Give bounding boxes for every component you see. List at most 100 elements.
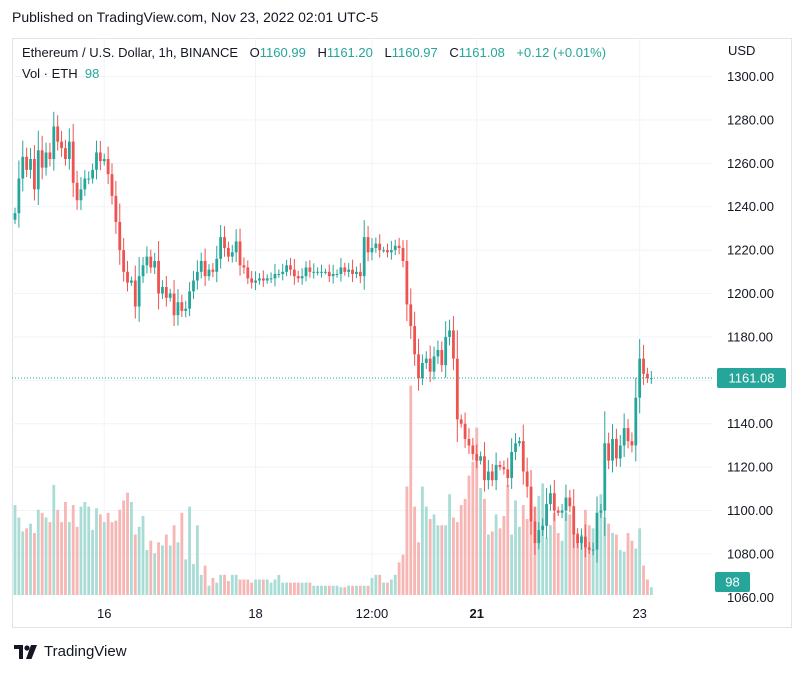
volume-bar <box>599 494 603 595</box>
volume-bar <box>347 585 351 595</box>
volume-bar <box>502 515 506 595</box>
published-caption: Published on TradingView.com, Nov 23, 20… <box>12 9 379 25</box>
candle <box>510 451 514 478</box>
candle <box>227 247 230 257</box>
volume-bar <box>126 492 129 595</box>
candle <box>587 547 591 550</box>
volume-bar <box>646 579 649 595</box>
volume-bar <box>102 522 106 595</box>
candle <box>79 189 83 201</box>
volume-bar <box>576 533 579 595</box>
volume-bar <box>320 585 323 595</box>
price-tick-label: 1100.00 <box>727 503 773 518</box>
volume-bar <box>490 531 494 595</box>
candle <box>304 267 308 277</box>
volume-bar <box>506 484 510 595</box>
candle <box>91 169 94 179</box>
volume-bar <box>277 574 281 595</box>
volume-bar <box>292 582 296 595</box>
candle <box>502 467 506 470</box>
candle <box>269 278 273 280</box>
price-chart[interactable]: 1300.00 1280.00 1260.00 1240.00 1220.00 1200.… <box>12 38 792 628</box>
volume-bar <box>572 533 576 595</box>
volume-bar <box>29 523 32 595</box>
volume-bar <box>370 577 374 595</box>
volume-bar <box>452 517 455 595</box>
high-value: 1161.20 <box>326 45 373 60</box>
volume-bar <box>234 574 238 595</box>
candle <box>238 241 242 266</box>
candle <box>483 456 486 481</box>
candle <box>649 378 653 380</box>
volume-legend: Vol · ETH 98 <box>22 66 99 81</box>
candle <box>60 141 63 149</box>
volume-bar <box>149 540 153 595</box>
candle <box>48 152 52 159</box>
candle <box>490 471 494 481</box>
candle <box>320 271 323 273</box>
candle <box>537 530 541 544</box>
volume-bar <box>591 528 595 595</box>
volume-bar <box>459 505 463 595</box>
candle <box>25 156 29 170</box>
candle <box>21 156 25 179</box>
volume-bar <box>258 579 261 595</box>
last-value-markers: 1161.08 98 <box>12 367 786 592</box>
candle <box>552 493 556 511</box>
volume-bar <box>75 526 79 595</box>
candle <box>265 278 269 281</box>
volume-bar <box>401 554 405 595</box>
volume-bar <box>642 565 645 595</box>
candle <box>33 158 36 190</box>
candle <box>312 271 316 273</box>
candle <box>195 271 199 281</box>
candle <box>564 497 568 511</box>
volume-bar <box>21 531 25 595</box>
volume-bar <box>339 587 343 595</box>
candle <box>75 182 79 201</box>
candle <box>583 536 587 548</box>
volume-bar <box>622 551 626 595</box>
volume-bar <box>549 525 552 595</box>
candle <box>339 267 343 274</box>
volume-bar <box>137 526 141 595</box>
volume-bar <box>145 550 149 595</box>
candle <box>126 271 129 283</box>
candle <box>300 276 304 279</box>
volume-bar <box>36 509 40 595</box>
volume-bar <box>486 534 490 595</box>
volume-bar <box>393 574 397 595</box>
candle <box>351 269 354 274</box>
tradingview-footer[interactable]: TradingView <box>14 643 127 660</box>
candle <box>122 250 126 272</box>
candle <box>432 356 436 372</box>
candle <box>541 525 545 531</box>
volume-bar <box>603 517 607 595</box>
candle <box>285 265 288 272</box>
candle <box>64 148 67 159</box>
volume-bar <box>52 484 56 595</box>
candle <box>296 276 300 279</box>
candle <box>258 278 261 281</box>
candles <box>13 111 653 563</box>
candle <box>207 269 211 277</box>
volume-bar <box>207 585 211 595</box>
volume-bar <box>250 582 254 595</box>
candle <box>106 158 110 175</box>
volume-bar <box>316 585 320 595</box>
candle <box>370 247 374 253</box>
candle <box>463 423 467 439</box>
candle <box>203 260 207 277</box>
candle <box>347 269 351 272</box>
price-tick-label: 1280.00 <box>727 112 774 127</box>
candle <box>211 269 215 272</box>
candle <box>393 245 397 251</box>
time-tick-label: 21 <box>469 606 483 621</box>
currency-label: USD <box>728 43 756 58</box>
candle <box>421 362 424 379</box>
candle <box>98 152 102 162</box>
candle <box>161 287 164 294</box>
candle <box>378 243 382 251</box>
volume-bar <box>366 585 370 595</box>
volume-bar <box>618 550 622 595</box>
